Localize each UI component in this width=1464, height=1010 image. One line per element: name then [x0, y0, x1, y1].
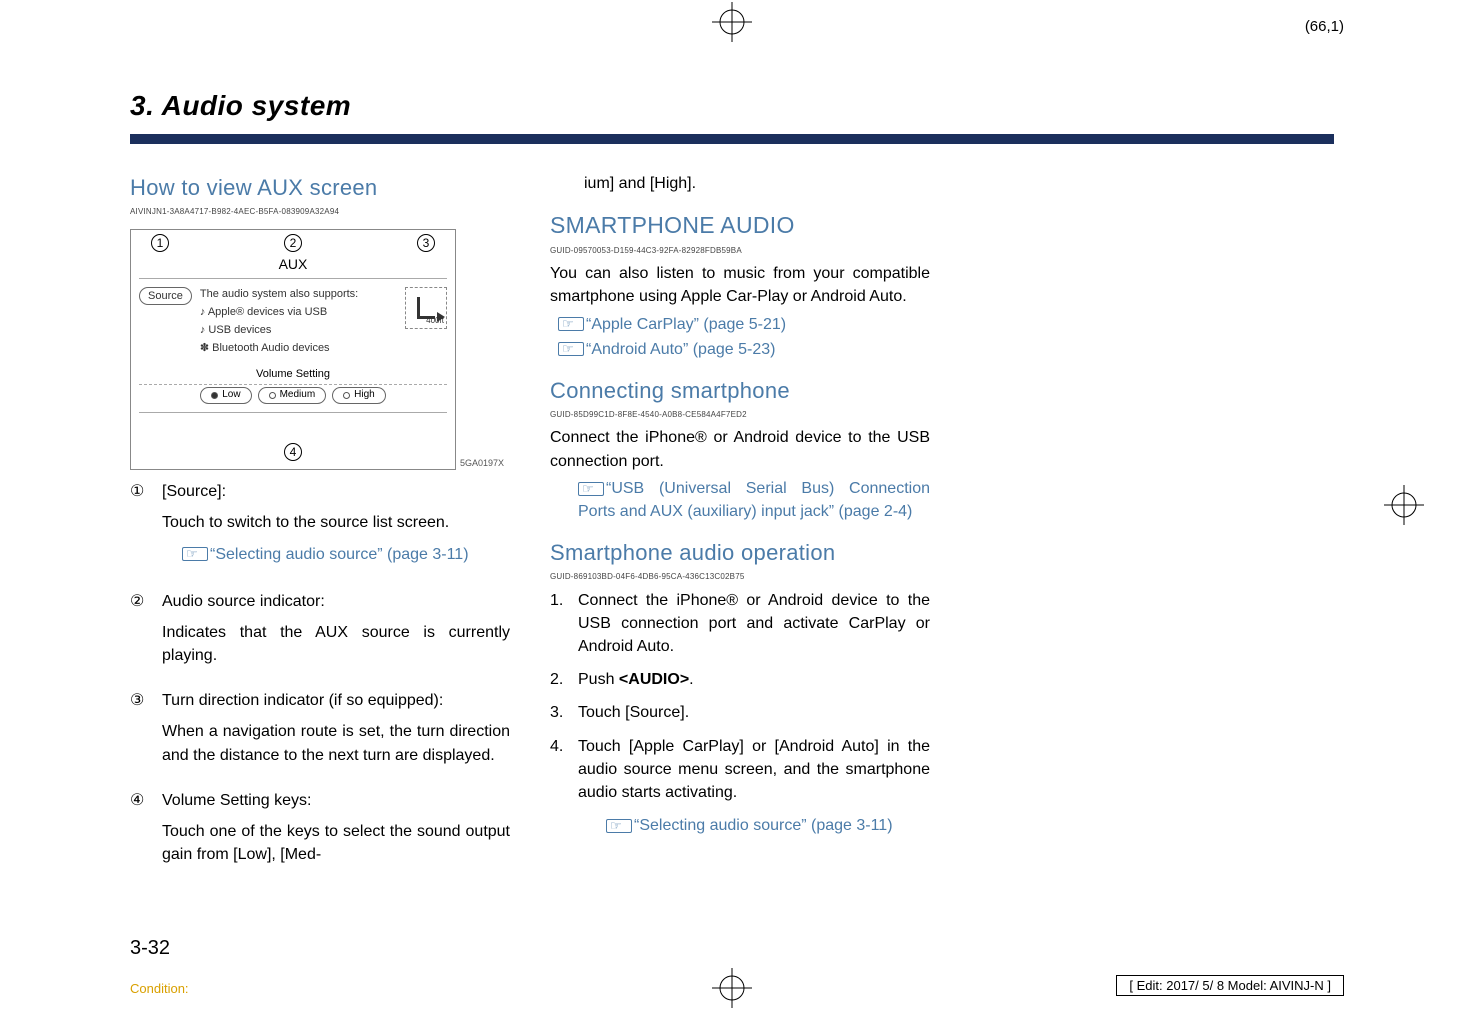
right-column: ium] and [High]. SMARTPHONE AUDIO GUID-0… [550, 172, 930, 888]
item-title: Audio source indicator: [162, 590, 510, 613]
guid-text: GUID-869103BD-04F6-4DB6-95CA-436C13C02B7… [550, 571, 930, 583]
figure-line: The audio system also supports: [200, 287, 397, 303]
figure-marker-1: 1 [151, 234, 169, 252]
reference-icon [578, 482, 604, 496]
corner-number: (66,1) [1305, 18, 1344, 35]
reference-icon [182, 547, 208, 561]
list-marker: ④ [130, 789, 150, 875]
figure-line: ♪ USB devices [200, 323, 397, 339]
crop-mark-right [1384, 485, 1424, 525]
item-body: Indicates that the AUX source is current… [162, 621, 510, 667]
step-number: 2. [550, 668, 568, 691]
item-body: Touch one of the keys to select the soun… [162, 820, 510, 866]
guid-text: GUID-09570053-D159-44C3-92FA-82928FDB59B… [550, 245, 930, 257]
reference-link[interactable]: “Selecting audio source” (page 3-11) [634, 817, 893, 834]
figure-vol-medium: Medium [258, 387, 327, 404]
reference-icon [558, 317, 584, 331]
guid-text: AIVINJN1-3A8A4717-B982-4AEC-B5FA-083909A… [130, 206, 510, 218]
figure-id: 5GA0197X [460, 457, 504, 470]
figure-line: ✽ Bluetooth Audio devices [200, 341, 397, 357]
step-number: 4. [550, 735, 568, 805]
figure-support-list: The audio system also supports: ♪ Apple®… [200, 287, 397, 359]
item-title: Turn direction indicator (if so equipped… [162, 689, 510, 712]
figure-marker-2: 2 [284, 234, 302, 252]
chapter-rule [130, 134, 1334, 144]
step-body: Connect the iPhone® or Android device to… [578, 589, 930, 659]
item-body: When a navigation route is set, the turn… [162, 720, 510, 766]
step-body: Push <AUDIO>. [578, 668, 694, 691]
list-marker: ③ [130, 689, 150, 775]
figure-volume-label: Volume Setting [131, 367, 455, 383]
figure-vol-high: High [332, 387, 386, 404]
continuation-text: ium] and [High]. [584, 172, 930, 195]
figure-vol-low: Low [200, 387, 251, 404]
figure-marker-3: 3 [417, 234, 435, 252]
guid-text: GUID-85D99C1D-8F8E-4540-A0B8-CE584A4F7ED… [550, 409, 930, 421]
reference-link[interactable]: “USB (Universal Serial Bus) Connection P… [578, 480, 930, 520]
reference-icon [558, 342, 584, 356]
crop-mark-top [712, 2, 752, 42]
figure-marker-4: 4 [284, 443, 302, 461]
section-heading-aux: How to view AUX screen [130, 172, 510, 204]
figure-line: ♪ Apple® devices via USB [200, 305, 397, 321]
item-body: Touch to switch to the source list scree… [162, 511, 510, 534]
crop-mark-bottom [712, 968, 752, 1008]
section-heading-connecting: Connecting smartphone [550, 375, 930, 407]
footer-edit-info: [ Edit: 2017/ 5/ 8 Model: AIVINJ-N ] [1116, 975, 1344, 996]
figure-turn-box: 400ft [405, 287, 447, 329]
section-heading-operation: Smartphone audio operation [550, 537, 930, 569]
item-title: [Source]: [162, 480, 510, 503]
item-title: Volume Setting keys: [162, 789, 510, 812]
list-marker: ① [130, 480, 150, 576]
chapter-title: 3. Audio system [130, 90, 1334, 122]
figure-aux-label: AUX [139, 254, 447, 278]
section-body: Connect the iPhone® or Android device to… [550, 426, 930, 472]
section-heading-smartphone-audio: SMARTPHONE AUDIO [550, 209, 930, 242]
step-number: 1. [550, 589, 568, 659]
reference-link[interactable]: “Android Auto” (page 5-23) [586, 341, 775, 358]
figure-source-button: Source [139, 287, 192, 305]
section-body: You can also listen to music from your c… [550, 262, 930, 308]
step-number: 3. [550, 701, 568, 724]
reference-link[interactable]: “Selecting audio source” (page 3-11) [210, 546, 469, 563]
list-marker: ② [130, 590, 150, 676]
step-body: Touch [Apple CarPlay] or [Android Auto] … [578, 735, 930, 805]
figure-distance: 400ft [426, 315, 444, 327]
reference-icon [606, 819, 632, 833]
aux-screen-figure: 1 2 3 AUX Source The audio system also s… [130, 229, 456, 470]
footer-condition: Condition: [130, 981, 189, 996]
page-number: 3-32 [130, 937, 170, 960]
left-column: How to view AUX screen AIVINJN1-3A8A4717… [130, 172, 510, 888]
step-body: Touch [Source]. [578, 701, 689, 724]
reference-link[interactable]: “Apple CarPlay” (page 5-21) [586, 316, 786, 333]
